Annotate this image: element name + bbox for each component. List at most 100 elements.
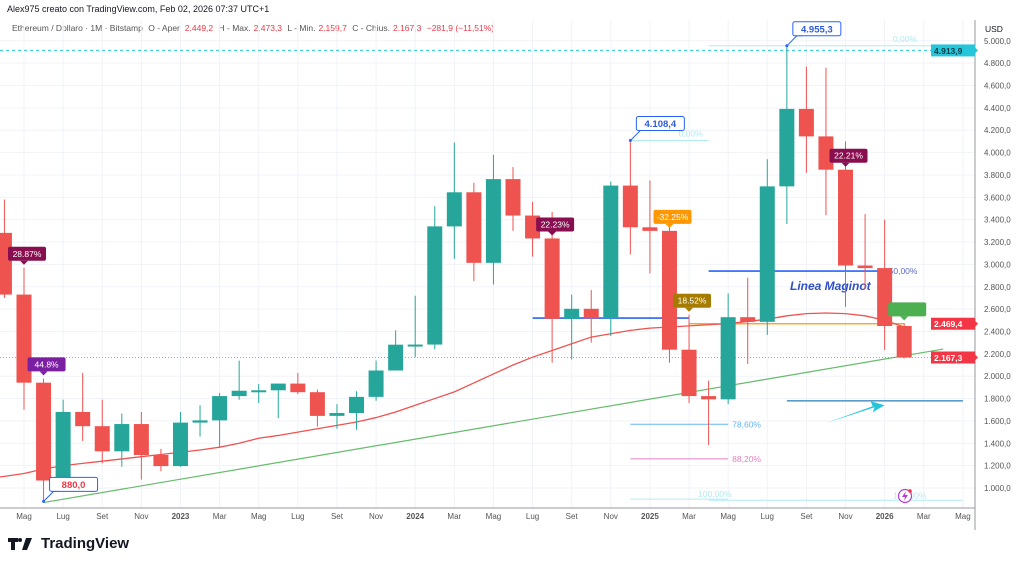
price-tick: 4.800,0 <box>984 59 1011 68</box>
drop-label <box>27 357 66 372</box>
drawings: 0,00%78,60%88,20%100,00%0,00%50,00%100,0… <box>0 34 975 504</box>
drop-label-pointer <box>685 307 694 312</box>
candle-body <box>720 317 736 400</box>
time-tick: Mar <box>917 512 931 521</box>
time-tick: Lug <box>291 512 304 521</box>
drop-label-text: 28.87% <box>13 249 42 259</box>
candle-body <box>0 232 12 295</box>
drop-label <box>888 302 927 317</box>
price-tick: 3.800,0 <box>984 171 1011 180</box>
tradingview-logo-icon <box>8 537 32 550</box>
symbol-name[interactable]: Ethereum / Dollaro · 1M · Bitstamp <box>12 23 143 33</box>
price-axis-label-pointer <box>975 47 978 54</box>
candle-body <box>329 412 345 416</box>
fib-level-label: 88,20% <box>732 454 761 464</box>
candle-body <box>661 230 677 350</box>
time-tick: Lug <box>56 512 69 521</box>
price-tick: 4.600,0 <box>984 82 1011 91</box>
tradingview-logo[interactable]: TradingView <box>8 535 129 552</box>
candle-body <box>388 344 404 371</box>
price-axis-label-bg <box>931 351 975 364</box>
price-tick: 2.000,0 <box>984 372 1011 381</box>
candle-body <box>75 411 91 427</box>
close-label: C - Chius. <box>352 23 390 33</box>
drop-label <box>8 246 46 261</box>
candle-body <box>212 396 228 421</box>
price-tick: 1.200,0 <box>984 462 1011 471</box>
time-tick: 2025 <box>641 512 659 521</box>
candle-body <box>466 192 482 263</box>
drop-label-pointer <box>39 371 48 376</box>
lightning-glyph <box>902 491 908 501</box>
annotations: 4.955,3 4.108,4 880,0 28.87% 44.8% 22.23% -32.… <box>8 21 927 504</box>
price-chart[interactable]: 0,00%78,60%88,20%100,00%0,00%50,00%100,0… <box>0 0 1024 530</box>
candle-body <box>153 455 169 467</box>
price-tick: 3.000,0 <box>984 260 1011 269</box>
price-tick: 3.600,0 <box>984 193 1011 202</box>
low-label: L - Min. <box>287 23 316 33</box>
candle-body <box>192 420 208 423</box>
candle-body <box>94 426 110 452</box>
candle-body <box>114 424 130 452</box>
notification-dot <box>908 489 912 493</box>
candle-body <box>857 265 873 269</box>
candle-body <box>505 179 521 216</box>
candle-body <box>270 383 286 391</box>
time-tick: Set <box>800 512 813 521</box>
fib-level-label: 78,60% <box>732 419 761 429</box>
time-tick: Nov <box>369 512 383 521</box>
price-tick: 2.400,0 <box>984 327 1011 336</box>
time-tick: Mag <box>486 512 502 521</box>
drop-label <box>536 217 575 232</box>
fib-level-label: 0,00% <box>893 34 918 44</box>
price-axis-label: 2.167,3 <box>934 353 963 363</box>
drop-label <box>673 293 712 308</box>
price-axis-label-bg <box>931 317 975 330</box>
time-tick: Lug <box>526 512 539 521</box>
candle-body <box>779 108 795 187</box>
price-callout <box>792 21 842 37</box>
price-tick: 2.600,0 <box>984 305 1011 314</box>
grid <box>0 20 975 508</box>
time-tick: Lug <box>761 512 774 521</box>
drop-label-text: 22.23% <box>541 219 570 229</box>
price-callout <box>49 476 99 492</box>
price-tick: 3.400,0 <box>984 216 1011 225</box>
candle-body <box>407 344 423 347</box>
candle-body <box>427 226 443 345</box>
price-axis-label: 4.913,9 <box>934 46 963 56</box>
candle-body <box>681 349 697 397</box>
candle-body <box>701 396 717 400</box>
candle-body <box>446 192 462 227</box>
time-tick: 2023 <box>172 512 190 521</box>
candle-body <box>642 227 658 231</box>
candle-body <box>36 382 52 481</box>
candle-body <box>564 308 580 319</box>
price-tick: 4.000,0 <box>984 149 1011 158</box>
drop-label-pointer <box>841 162 850 167</box>
price-tick: 3.200,0 <box>984 238 1011 247</box>
candle-body <box>485 179 501 263</box>
time-tick: Mar <box>213 512 227 521</box>
price-axis-label: 2.469,4 <box>934 319 963 329</box>
callout-text: 4.108,4 <box>645 119 677 130</box>
time-tick: Set <box>331 512 344 521</box>
candle-body <box>740 317 756 322</box>
time-tick: Nov <box>838 512 852 521</box>
drop-label-pointer <box>900 316 909 321</box>
time-tick: Nov <box>604 512 618 521</box>
fib-level-label: 100,00% <box>698 489 732 499</box>
price-tick: 4.400,0 <box>984 104 1011 113</box>
callout-pointer <box>630 129 647 141</box>
candle-body <box>349 396 365 413</box>
candle-body <box>544 238 560 319</box>
time-tick: 2024 <box>406 512 424 521</box>
candles <box>0 45 912 502</box>
open-value: 2.449,2 <box>184 23 214 33</box>
price-tick: 1.600,0 <box>984 417 1011 426</box>
chart-credit: Alex975 creato con TradingView.com, Feb … <box>7 4 270 14</box>
moving-average-line <box>23 312 905 475</box>
candle-body <box>877 268 893 327</box>
drop-label-text: 44.8% <box>35 359 60 369</box>
candle-body <box>603 185 619 319</box>
